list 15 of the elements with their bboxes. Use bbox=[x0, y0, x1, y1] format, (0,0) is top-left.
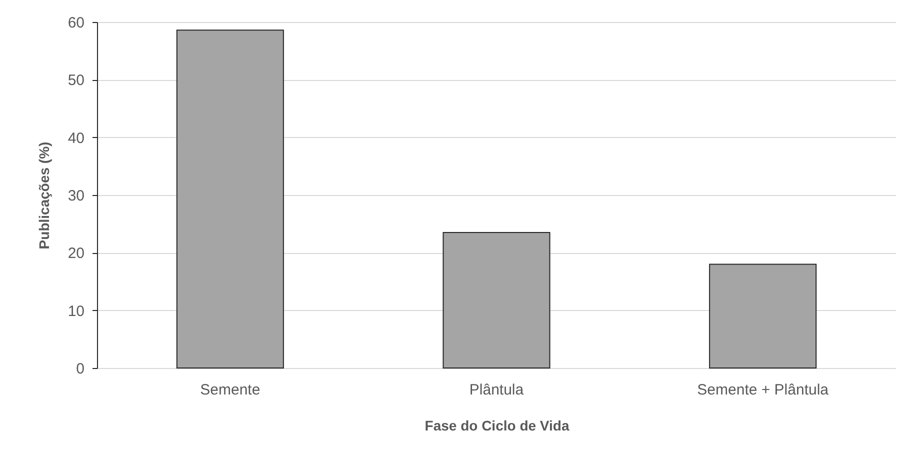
y-axis-title: Publicações (%) bbox=[36, 142, 52, 250]
x-tick-label: Semente + Plântula bbox=[697, 382, 830, 398]
x-axis-title: Fase do Ciclo de Vida bbox=[424, 418, 570, 434]
x-tick-label: Plântula bbox=[469, 382, 524, 398]
y-tick-label: 20 bbox=[68, 245, 84, 262]
y-tick-label: 0 bbox=[76, 360, 84, 378]
bar bbox=[709, 264, 817, 368]
bar bbox=[442, 232, 550, 368]
x-tick-label: Semente bbox=[200, 382, 260, 398]
y-tick-label: 60 bbox=[68, 14, 84, 32]
y-tick-label: 30 bbox=[68, 188, 84, 204]
y-tick-label: 10 bbox=[68, 302, 84, 320]
bar bbox=[176, 30, 284, 368]
y-tick-label: 50 bbox=[68, 72, 84, 90]
y-tick-label: 40 bbox=[68, 130, 84, 147]
